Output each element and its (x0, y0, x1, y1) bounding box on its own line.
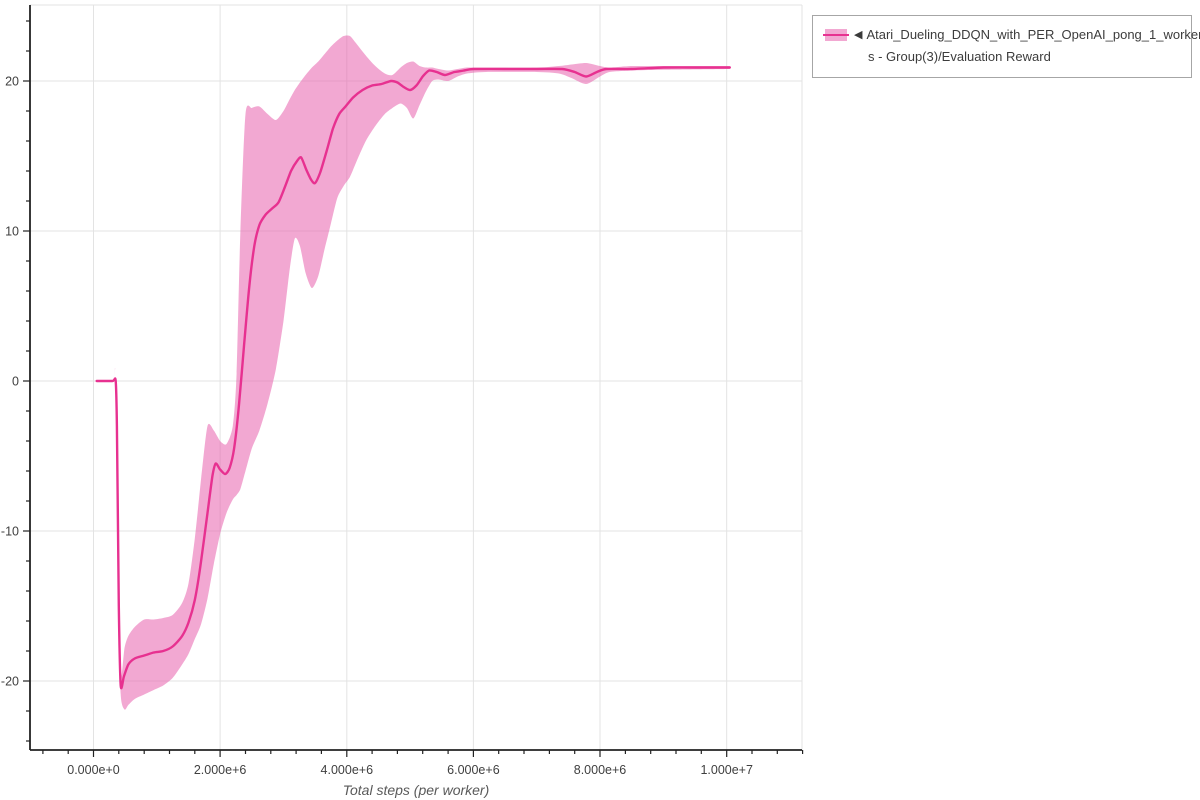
x-tick-label: 2.000e+6 (194, 763, 247, 777)
series-band (96, 35, 730, 710)
legend-marker-icon: ◀ (854, 29, 863, 41)
legend-line-swatch (823, 33, 849, 37)
x-tick-label: 6.000e+6 (447, 763, 500, 777)
series-line (95, 66, 731, 690)
legend-label-line2: s - Group(3)/Evaluation Reward (868, 49, 1051, 64)
y-tick-label: -10 (1, 525, 19, 539)
x-axis-title: Total steps (per worker) (342, 782, 490, 798)
y-tick-label: -20 (1, 675, 19, 689)
y-tick-label: 0 (12, 375, 19, 389)
x-tick-label: 4.000e+6 (321, 763, 374, 777)
y-tick-label: 10 (5, 225, 19, 239)
x-tick-label: 8.000e+6 (574, 763, 627, 777)
x-tick-label: 1.000e+7 (700, 763, 753, 777)
plot-area[interactable] (30, 5, 802, 750)
legend[interactable]: ◀ Atari_Dueling_DDQN_with_PER_OpenAI_pon… (812, 15, 1200, 78)
x-tick-label: 0.000e+0 (67, 763, 120, 777)
legend-label-line1: Atari_Dueling_DDQN_with_PER_OpenAI_pong_… (866, 27, 1200, 42)
legend-entry[interactable]: ◀ Atari_Dueling_DDQN_with_PER_OpenAI_pon… (823, 24, 1200, 46)
y-tick-label: 20 (5, 75, 19, 89)
legend-swatch (823, 28, 849, 42)
